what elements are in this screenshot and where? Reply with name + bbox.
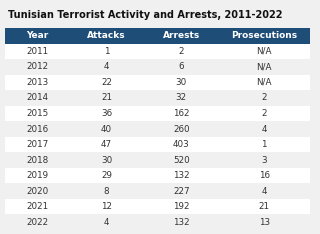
Text: 6: 6	[179, 62, 184, 71]
Text: Year: Year	[26, 31, 48, 40]
Text: 2: 2	[261, 109, 267, 118]
Text: 12: 12	[101, 202, 112, 211]
Text: N/A: N/A	[257, 62, 272, 71]
Text: 132: 132	[173, 171, 189, 180]
Text: N/A: N/A	[257, 78, 272, 87]
Text: 32: 32	[176, 93, 187, 102]
Text: 2011: 2011	[26, 47, 48, 56]
Text: 520: 520	[173, 156, 189, 165]
Text: 29: 29	[101, 171, 112, 180]
Text: Prosecutions: Prosecutions	[231, 31, 297, 40]
Text: 132: 132	[173, 218, 189, 227]
Text: 2016: 2016	[26, 124, 48, 134]
Text: 21: 21	[101, 93, 112, 102]
Text: 2017: 2017	[26, 140, 48, 149]
Text: 2012: 2012	[26, 62, 48, 71]
Text: 192: 192	[173, 202, 189, 211]
Text: 2015: 2015	[26, 109, 48, 118]
Text: 30: 30	[176, 78, 187, 87]
Text: 2013: 2013	[26, 78, 48, 87]
Text: 8: 8	[104, 187, 109, 196]
Text: Attacks: Attacks	[87, 31, 126, 40]
Text: Tunisian Terrorist Activity and Arrests, 2011-2022: Tunisian Terrorist Activity and Arrests,…	[8, 10, 283, 20]
Text: 4: 4	[261, 187, 267, 196]
Text: 40: 40	[101, 124, 112, 134]
Text: 4: 4	[104, 218, 109, 227]
Text: 13: 13	[259, 218, 270, 227]
Text: 2020: 2020	[26, 187, 48, 196]
Text: 2: 2	[179, 47, 184, 56]
Text: 2018: 2018	[26, 156, 48, 165]
Text: 403: 403	[173, 140, 189, 149]
Text: 1: 1	[104, 47, 109, 56]
Text: N/A: N/A	[257, 47, 272, 56]
Text: 227: 227	[173, 187, 189, 196]
Text: 47: 47	[101, 140, 112, 149]
Text: 4: 4	[104, 62, 109, 71]
Text: 4: 4	[261, 124, 267, 134]
Text: 1: 1	[261, 140, 267, 149]
Text: Arrests: Arrests	[163, 31, 200, 40]
Text: 162: 162	[173, 109, 189, 118]
Text: 30: 30	[101, 156, 112, 165]
Text: 3: 3	[261, 156, 267, 165]
Text: 36: 36	[101, 109, 112, 118]
Text: 2021: 2021	[26, 202, 48, 211]
Text: 21: 21	[259, 202, 270, 211]
Text: 2: 2	[261, 93, 267, 102]
Text: 2022: 2022	[26, 218, 48, 227]
Text: 2019: 2019	[26, 171, 48, 180]
Text: 22: 22	[101, 78, 112, 87]
Text: 2014: 2014	[26, 93, 48, 102]
Text: 260: 260	[173, 124, 189, 134]
Text: 16: 16	[259, 171, 270, 180]
